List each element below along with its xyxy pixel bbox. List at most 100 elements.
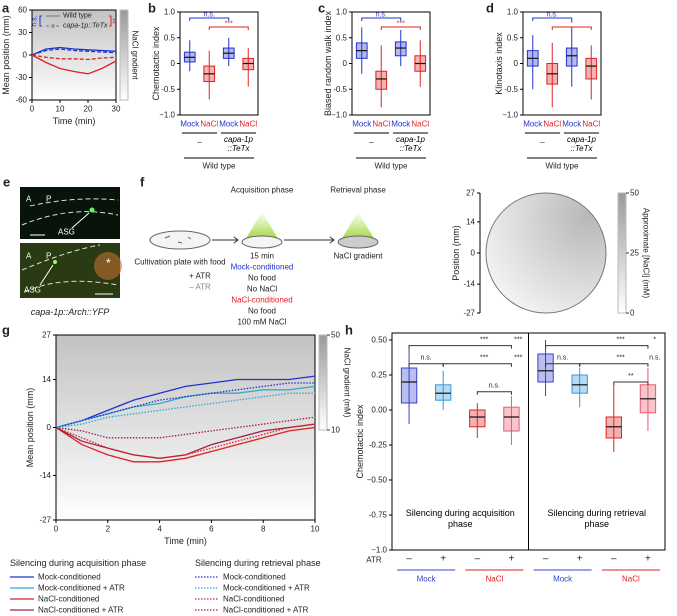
y-tick-label: -27 (463, 309, 475, 318)
x-tick-label: + (645, 554, 651, 565)
x-tick-label: Mock (391, 120, 411, 129)
glow (94, 252, 122, 280)
colorbar-tick-label: 0 (630, 309, 635, 318)
outline (21, 198, 119, 226)
y-axis-label: Chemotactic index (151, 26, 161, 101)
panel-label: e (3, 175, 10, 190)
colorbar (617, 192, 627, 314)
series-line (55, 423, 316, 459)
significance-bracket (408, 345, 512, 349)
x-tick-label: 2 (106, 525, 111, 534)
x-tick-label: NaCl (582, 120, 600, 129)
legend-label: NaCl-conditioned (223, 595, 284, 604)
condition-detail: No food (248, 274, 276, 283)
series-line (31, 54, 117, 61)
colorbar (318, 334, 328, 431)
plate (241, 235, 283, 249)
x-tick-label: 10 (311, 525, 320, 534)
significance-label: *** (480, 355, 488, 362)
significance-label: ** (113, 18, 120, 24)
significance-label: n.s. (32, 15, 39, 26)
colorbar-tick-label: 10 (331, 426, 340, 435)
box (469, 409, 486, 428)
x-tick-label: 20 (84, 105, 93, 114)
x-tick-label: NaCl (239, 120, 257, 129)
significance-label: *** (480, 337, 488, 344)
x-tick-label: Mock (523, 120, 543, 129)
condition: Mock-conditioned (231, 263, 294, 272)
legend-label: Mock-conditioned (223, 573, 286, 582)
significance-label: n.s. (420, 355, 431, 362)
y-tick-label: 27 (42, 331, 51, 340)
panel-label: c (318, 1, 325, 16)
plate-label: Cultivation plate with food (134, 258, 225, 267)
significance-label: *** (514, 337, 522, 344)
group-label: – (369, 138, 374, 147)
significance-label: n.s. (557, 355, 568, 362)
panel-label: a (2, 1, 10, 16)
series-line (31, 54, 117, 75)
significance-label: *** (617, 355, 625, 362)
plot-area (55, 334, 316, 521)
significance-label: n.s. (649, 355, 660, 362)
y-tick-label: 0 (171, 59, 176, 68)
box (400, 367, 418, 404)
x-tick-label: 0 (54, 525, 59, 534)
box (605, 416, 622, 439)
y-tick-label: 0 (47, 423, 52, 432)
y-tick-label: 1.0 (336, 8, 348, 17)
significance-bracket (109, 15, 112, 27)
series-line (55, 382, 315, 429)
x-tick-label: 30 (112, 105, 121, 114)
y-tick-label: -27 (39, 516, 51, 525)
y-tick-label: 0 (343, 59, 348, 68)
y-tick-label: 14 (42, 375, 51, 384)
legend-label: capa-1p::TeTx (63, 23, 108, 30)
legend-title: Silencing during acquisition phase (10, 558, 146, 568)
y-tick-label: 0.00 (371, 406, 387, 415)
arrow (71, 212, 90, 229)
x-tick-label: NaCl (200, 120, 218, 129)
light-cone (245, 212, 279, 240)
x-tick-label: + (509, 554, 515, 565)
significance-bracket (545, 345, 649, 349)
x-tick-label: 4 (157, 525, 162, 534)
y-tick-label: 0.5 (336, 33, 348, 42)
cell (89, 207, 95, 213)
condition-label: Mock (553, 575, 573, 584)
y-tick-label: 0.5 (507, 33, 519, 42)
y-axis-label: Mean position (mm) (25, 388, 35, 468)
gradient-label: NaCl gradient (334, 252, 384, 261)
plate (149, 230, 211, 250)
panel-label: f (140, 175, 145, 190)
y-axis-label: Position (mm) (451, 225, 461, 281)
group-label: – (540, 138, 545, 147)
significance-label: n.s. (204, 12, 215, 19)
condition-detail: No food (248, 307, 276, 316)
significance-bracket (613, 381, 649, 385)
significance-bracket (442, 363, 512, 367)
legend-label: Mock-conditioned + ATR (38, 584, 125, 593)
group-label: Wild type (375, 162, 408, 171)
colorbar-label: Approximate [NaCl] (mM) (642, 208, 651, 299)
x-tick-label: – (611, 554, 617, 565)
box (435, 384, 452, 401)
x-tick-label: Mock (352, 120, 372, 129)
y-tick-label: 1.0 (507, 8, 519, 17)
atr-label: + ATR (189, 272, 211, 281)
y-tick-label: 0 (514, 59, 519, 68)
y-tick-label: -30 (15, 73, 27, 82)
group-label: Silencing during retrieval phase (547, 508, 647, 529)
cell (53, 260, 57, 264)
significance-label: *** (514, 355, 522, 362)
axis-letter: A (26, 195, 32, 204)
significance-bracket (532, 17, 573, 21)
y-tick-label: -0.75 (369, 511, 388, 520)
condition-detail: 100 mM NaCl (238, 318, 287, 327)
y-tick-label: −1.0 (371, 546, 387, 555)
legend-label: Wild type (63, 13, 92, 20)
condition-label: NaCl (622, 575, 640, 584)
caption: capa-1p::Arch::YFP (31, 307, 110, 317)
